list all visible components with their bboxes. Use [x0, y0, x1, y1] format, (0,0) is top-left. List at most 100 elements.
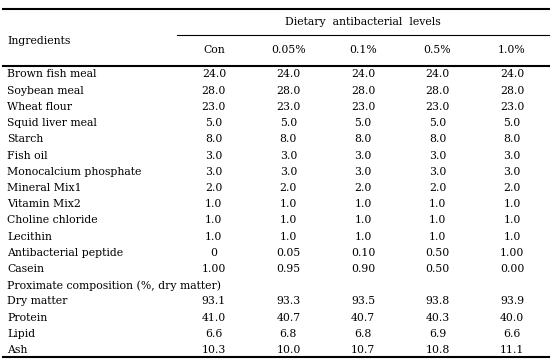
Text: 1.0%: 1.0% — [498, 45, 526, 55]
Text: 2.0: 2.0 — [503, 183, 521, 193]
Text: 93.9: 93.9 — [500, 297, 524, 306]
Text: 93.1: 93.1 — [202, 297, 226, 306]
Text: 0.10: 0.10 — [351, 248, 375, 258]
Text: Choline chloride: Choline chloride — [7, 215, 98, 225]
Text: 3.0: 3.0 — [280, 151, 297, 161]
Text: 8.0: 8.0 — [503, 134, 521, 144]
Text: 1.00: 1.00 — [201, 264, 226, 274]
Text: Starch: Starch — [7, 134, 44, 144]
Text: 1.0: 1.0 — [503, 199, 521, 209]
Text: 5.0: 5.0 — [503, 118, 521, 128]
Text: 1.0: 1.0 — [354, 215, 371, 225]
Text: 1.0: 1.0 — [280, 215, 297, 225]
Text: 0.50: 0.50 — [426, 264, 449, 274]
Text: 28.0: 28.0 — [276, 86, 301, 96]
Text: 8.0: 8.0 — [280, 134, 297, 144]
Text: 6.6: 6.6 — [503, 329, 521, 339]
Text: 24.0: 24.0 — [351, 70, 375, 79]
Text: 28.0: 28.0 — [201, 86, 226, 96]
Text: 10.7: 10.7 — [351, 345, 375, 355]
Text: 3.0: 3.0 — [429, 151, 446, 161]
Text: 1.0: 1.0 — [354, 199, 371, 209]
Text: 1.0: 1.0 — [280, 199, 297, 209]
Text: 5.0: 5.0 — [429, 118, 446, 128]
Text: 0.05: 0.05 — [277, 248, 300, 258]
Text: 3.0: 3.0 — [429, 167, 446, 177]
Text: 24.0: 24.0 — [202, 70, 226, 79]
Text: 1.00: 1.00 — [500, 248, 524, 258]
Text: 1.0: 1.0 — [205, 199, 222, 209]
Text: 8.0: 8.0 — [205, 134, 222, 144]
Text: Lipid: Lipid — [7, 329, 35, 339]
Text: 3.0: 3.0 — [280, 167, 297, 177]
Text: 5.0: 5.0 — [354, 118, 371, 128]
Text: Mineral Mix1: Mineral Mix1 — [7, 183, 82, 193]
Text: 6.6: 6.6 — [205, 329, 222, 339]
Text: 5.0: 5.0 — [280, 118, 297, 128]
Text: 0.00: 0.00 — [500, 264, 524, 274]
Text: 1.0: 1.0 — [205, 215, 222, 225]
Text: 24.0: 24.0 — [277, 70, 300, 79]
Text: 24.0: 24.0 — [500, 70, 524, 79]
Text: 2.0: 2.0 — [429, 183, 446, 193]
Text: 40.0: 40.0 — [500, 313, 524, 323]
Text: 8.0: 8.0 — [429, 134, 446, 144]
Text: 3.0: 3.0 — [205, 167, 222, 177]
Text: Wheat flour: Wheat flour — [7, 102, 72, 112]
Text: 0.50: 0.50 — [426, 248, 449, 258]
Text: 3.0: 3.0 — [503, 151, 521, 161]
Text: 3.0: 3.0 — [354, 151, 371, 161]
Text: 40.3: 40.3 — [426, 313, 449, 323]
Text: 2.0: 2.0 — [205, 183, 222, 193]
Text: 3.0: 3.0 — [205, 151, 222, 161]
Text: Con: Con — [203, 45, 225, 55]
Text: 40.7: 40.7 — [351, 313, 375, 323]
Text: 10.8: 10.8 — [425, 345, 450, 355]
Text: 0.1%: 0.1% — [349, 45, 377, 55]
Text: 6.9: 6.9 — [429, 329, 446, 339]
Text: 23.0: 23.0 — [276, 102, 301, 112]
Text: Dietary  antibacterial  levels: Dietary antibacterial levels — [285, 17, 441, 27]
Text: 2.0: 2.0 — [280, 183, 297, 193]
Text: 28.0: 28.0 — [425, 86, 450, 96]
Text: 1.0: 1.0 — [354, 232, 371, 242]
Text: 3.0: 3.0 — [354, 167, 371, 177]
Text: Brown fish meal: Brown fish meal — [7, 70, 97, 79]
Text: 10.3: 10.3 — [201, 345, 226, 355]
Text: 1.0: 1.0 — [503, 232, 521, 242]
Text: 24.0: 24.0 — [426, 70, 449, 79]
Text: 0.05%: 0.05% — [271, 45, 306, 55]
Text: 23.0: 23.0 — [500, 102, 524, 112]
Text: 40.7: 40.7 — [277, 313, 300, 323]
Text: Vitamin Mix2: Vitamin Mix2 — [7, 199, 81, 209]
Text: 0.95: 0.95 — [277, 264, 300, 274]
Text: Squid liver meal: Squid liver meal — [7, 118, 97, 128]
Text: 1.0: 1.0 — [280, 232, 297, 242]
Text: 93.8: 93.8 — [426, 297, 449, 306]
Text: 23.0: 23.0 — [425, 102, 450, 112]
Text: 23.0: 23.0 — [351, 102, 375, 112]
Text: 1.0: 1.0 — [429, 199, 446, 209]
Text: Antibacterial peptide: Antibacterial peptide — [7, 248, 123, 258]
Text: Fish oil: Fish oil — [7, 151, 48, 161]
Text: Monocalcium phosphate: Monocalcium phosphate — [7, 167, 141, 177]
Text: 8.0: 8.0 — [354, 134, 371, 144]
Text: Lecithin: Lecithin — [7, 232, 52, 242]
Text: 2.0: 2.0 — [354, 183, 371, 193]
Text: 0: 0 — [210, 248, 217, 258]
Text: 11.1: 11.1 — [500, 345, 524, 355]
Text: Casein: Casein — [7, 264, 44, 274]
Text: 28.0: 28.0 — [351, 86, 375, 96]
Text: 3.0: 3.0 — [503, 167, 521, 177]
Text: 23.0: 23.0 — [201, 102, 226, 112]
Text: Proximate composition (%, dry matter): Proximate composition (%, dry matter) — [7, 280, 221, 290]
Text: 6.8: 6.8 — [280, 329, 297, 339]
Text: Dry matter: Dry matter — [7, 297, 67, 306]
Text: 10.0: 10.0 — [276, 345, 301, 355]
Text: 93.5: 93.5 — [351, 297, 375, 306]
Text: Ingredients: Ingredients — [7, 36, 71, 46]
Text: 1.0: 1.0 — [429, 215, 446, 225]
Text: 6.8: 6.8 — [354, 329, 371, 339]
Text: Ash: Ash — [7, 345, 28, 355]
Text: 1.0: 1.0 — [205, 232, 222, 242]
